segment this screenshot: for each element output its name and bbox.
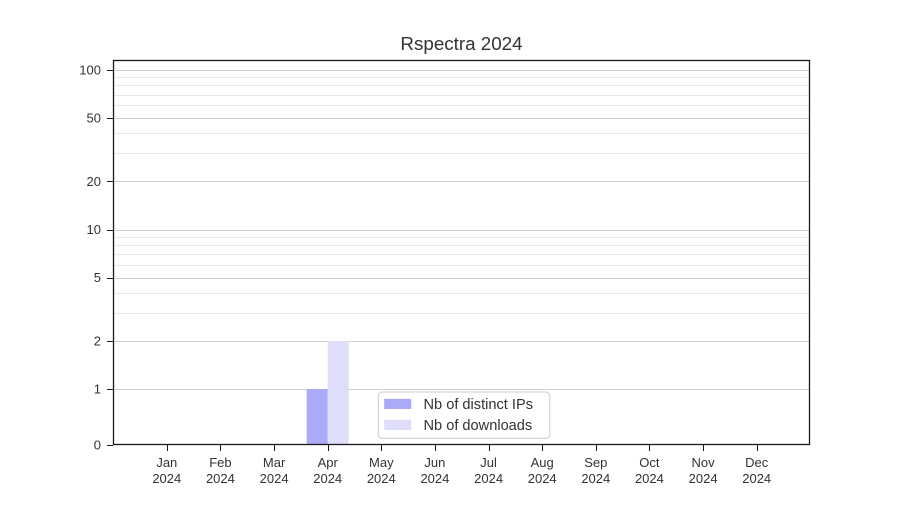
svg-text:0: 0 — [94, 438, 101, 453]
svg-text:2: 2 — [94, 334, 101, 349]
svg-text:50: 50 — [87, 111, 101, 126]
svg-text:Aug: Aug — [531, 455, 554, 470]
svg-text:2024: 2024 — [313, 471, 342, 486]
svg-text:Feb: Feb — [209, 455, 231, 470]
svg-text:Jul: Jul — [480, 455, 497, 470]
svg-text:2024: 2024 — [689, 471, 718, 486]
svg-text:Oct: Oct — [639, 455, 660, 470]
svg-text:100: 100 — [79, 63, 101, 78]
svg-text:2024: 2024 — [367, 471, 396, 486]
svg-text:2024: 2024 — [260, 471, 289, 486]
svg-text:10: 10 — [87, 222, 101, 237]
svg-text:2024: 2024 — [420, 471, 449, 486]
svg-text:Apr: Apr — [318, 455, 339, 470]
svg-text:Mar: Mar — [263, 455, 286, 470]
svg-text:May: May — [369, 455, 394, 470]
svg-text:Nb of downloads: Nb of downloads — [424, 418, 533, 434]
svg-text:1: 1 — [94, 382, 101, 397]
svg-text:2024: 2024 — [742, 471, 771, 486]
svg-text:2024: 2024 — [528, 471, 557, 486]
svg-text:2024: 2024 — [474, 471, 503, 486]
svg-text:20: 20 — [87, 174, 101, 189]
svg-text:Sep: Sep — [584, 455, 607, 470]
svg-text:Jan: Jan — [156, 455, 177, 470]
svg-text:Nb of distinct IPs: Nb of distinct IPs — [424, 397, 534, 413]
svg-text:2024: 2024 — [581, 471, 610, 486]
svg-text:Jun: Jun — [424, 455, 445, 470]
svg-text:5: 5 — [94, 270, 101, 285]
svg-text:2024: 2024 — [152, 471, 181, 486]
svg-text:2024: 2024 — [206, 471, 235, 486]
svg-text:Nov: Nov — [692, 455, 716, 470]
svg-text:Rspectra 2024: Rspectra 2024 — [400, 33, 522, 54]
svg-text:2024: 2024 — [635, 471, 664, 486]
svg-text:Dec: Dec — [745, 455, 769, 470]
